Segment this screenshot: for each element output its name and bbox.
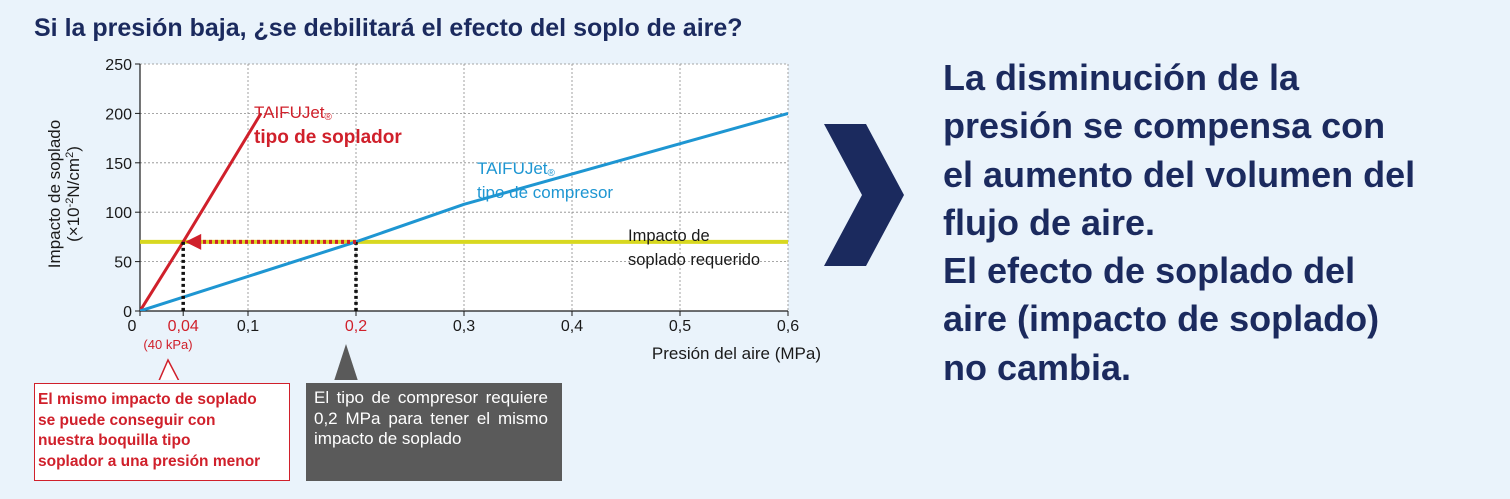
y-tick-label: 100 bbox=[105, 205, 132, 222]
y-axis-label-line2: (×10-2N/cm2) bbox=[64, 146, 83, 242]
conclusion-line: presión se compensa con bbox=[943, 105, 1386, 147]
x-tick-label: 0,1 bbox=[237, 318, 259, 335]
x-tick-label: 0,04 bbox=[168, 318, 199, 335]
conclusion-text: La disminución de la presión se compensa… bbox=[943, 54, 1503, 392]
required-impact-label-line1: Impacto de bbox=[628, 227, 710, 245]
shift-arrow-head bbox=[185, 233, 202, 250]
x-tick-label: 0,5 bbox=[669, 318, 691, 335]
x-tick-label: 0,2 bbox=[345, 318, 367, 335]
y-tick-labels: 0 50 100 150 200 250 bbox=[105, 57, 140, 321]
x-tick-labels: 0 0,04 0,1 0,2 0,3 0,4 0,5 0,6 bbox=[128, 311, 799, 335]
required-impact-label-line2: soplado requerido bbox=[628, 251, 760, 269]
blower-callout-line: soplador a una presión menor bbox=[38, 452, 261, 470]
conclusion-line: no cambia. bbox=[943, 346, 1132, 388]
red-callout-pointer bbox=[158, 358, 180, 380]
y-tick-label: 150 bbox=[105, 156, 132, 173]
conclusion-line: el aumento del volumen del bbox=[943, 153, 1416, 195]
compressor-series-line bbox=[140, 111, 788, 311]
x-tick-label: 0 bbox=[128, 318, 137, 335]
compressor-series-label-brand: TAIFUJet® bbox=[477, 159, 556, 179]
page-title: Si la presión baja, ¿se debilitará el ef… bbox=[34, 14, 743, 42]
blower-series-label-brand: TAIFUJet® bbox=[254, 103, 333, 123]
x-tick-label: 0,4 bbox=[561, 318, 583, 335]
guide-lines bbox=[181, 233, 358, 311]
x-tick-label: 0,3 bbox=[453, 318, 475, 335]
blower-callout-line: se puede conseguir con bbox=[38, 411, 216, 429]
x-axis-label: Presión del aire (MPa) bbox=[652, 344, 821, 363]
blower-callout-line: El mismo impacto de soplado bbox=[38, 391, 257, 408]
grid bbox=[140, 63, 789, 311]
compressor-series-label-type: tipo de compresor bbox=[477, 183, 613, 202]
chevron-right-icon bbox=[824, 124, 904, 266]
conclusion-line: La disminución de la bbox=[943, 57, 1300, 98]
conclusion-line: El efecto de soplado del bbox=[943, 250, 1356, 292]
gray-callout-pointer bbox=[334, 344, 358, 380]
y-tick-label: 50 bbox=[114, 255, 132, 272]
y-axis-label: Impacto de soplado (×10-2N/cm2) bbox=[45, 120, 83, 268]
blower-callout-line: nuestra boquilla tipo bbox=[38, 432, 191, 449]
y-tick-label: 0 bbox=[123, 304, 132, 321]
y-tick-label: 250 bbox=[105, 57, 132, 74]
y-axis-label-line1: Impacto de soplado bbox=[45, 120, 64, 268]
compressor-callout: El tipo de compresor requiere 0,2 MPa pa… bbox=[306, 383, 562, 481]
x-tick-label: 0,6 bbox=[777, 318, 799, 335]
conclusion-line: aire (impacto de soplado) bbox=[943, 298, 1380, 340]
y-tick-label: 200 bbox=[105, 106, 132, 123]
blower-series-label-type: tipo de soplador bbox=[254, 127, 402, 148]
kpa-label: (40 kPa) bbox=[143, 337, 192, 352]
conclusion-line: flujo de aire. bbox=[943, 201, 1156, 243]
blower-callout: El mismo impacto de soplado se puede con… bbox=[34, 383, 290, 481]
